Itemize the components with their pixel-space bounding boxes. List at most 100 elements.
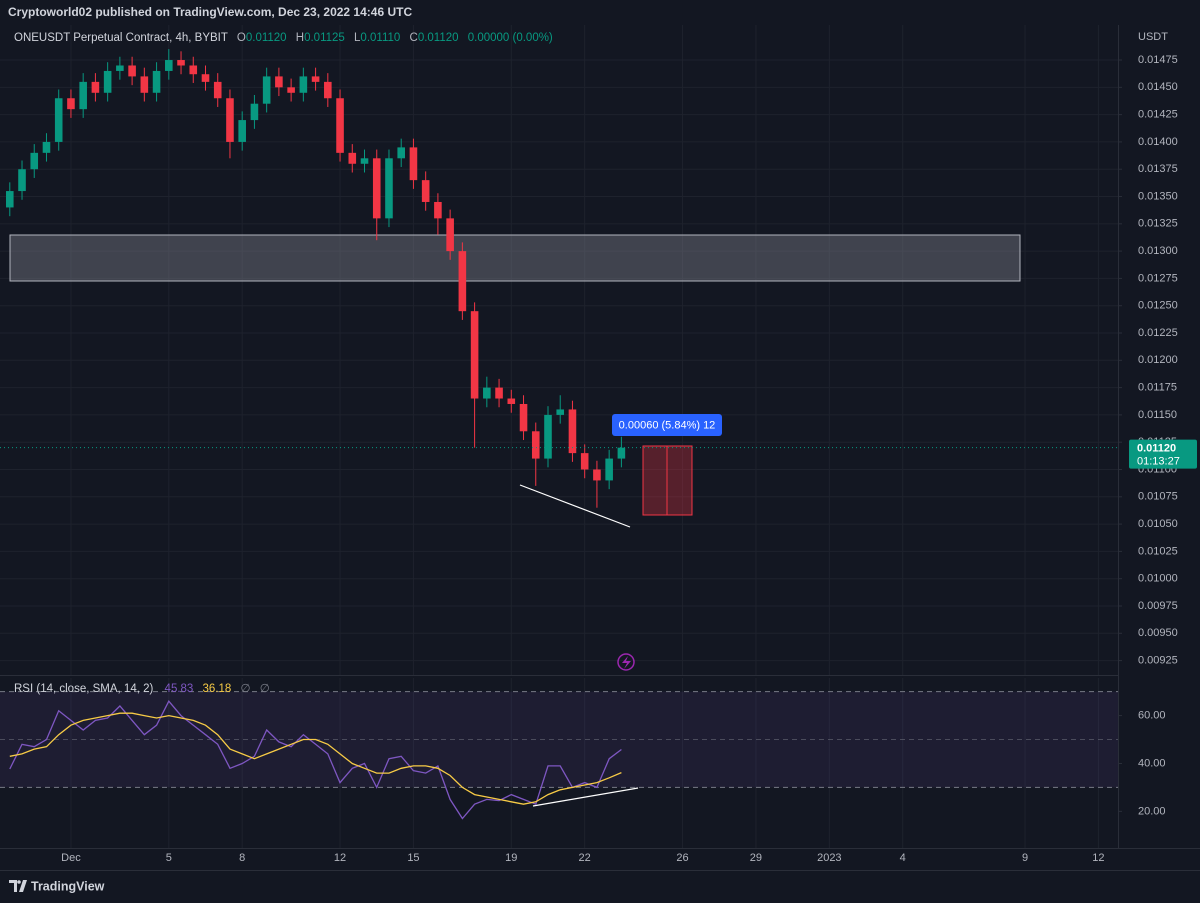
y-tick-label: 0.01200 bbox=[1138, 354, 1178, 366]
candle-body bbox=[519, 403, 528, 432]
y-tick-label: 0.01400 bbox=[1138, 136, 1178, 148]
last-price-label: 0.01120 bbox=[1137, 443, 1176, 455]
candle-body bbox=[617, 447, 626, 459]
candle-body bbox=[470, 311, 479, 399]
candle-body bbox=[201, 74, 210, 82]
x-tick-label: Dec bbox=[61, 852, 81, 864]
data-marks bbox=[0, 49, 1118, 820]
y-tick-label: 0.01225 bbox=[1138, 327, 1178, 339]
measure-label: 0.00060 (5.84%) 12 bbox=[612, 414, 722, 436]
quote-key: H bbox=[296, 32, 304, 44]
x-tick-label: 29 bbox=[750, 852, 762, 864]
candle-body bbox=[372, 158, 381, 219]
drawings bbox=[9, 234, 1021, 807]
lightning bbox=[622, 656, 631, 669]
series-line bbox=[9, 712, 622, 805]
candle-body bbox=[531, 431, 540, 459]
measure-label-text: 0.00060 (5.84%) 12 bbox=[619, 419, 716, 431]
rsi-readout: ∅ bbox=[241, 683, 251, 695]
candle-body bbox=[593, 469, 601, 481]
x-tick-label: 8 bbox=[239, 852, 245, 864]
candle-body bbox=[262, 76, 271, 104]
candle-body bbox=[91, 81, 100, 93]
candle-body bbox=[177, 60, 185, 66]
y-tick-label: 0.01150 bbox=[1138, 409, 1177, 421]
candle-body bbox=[385, 158, 393, 219]
candle-body bbox=[128, 65, 136, 77]
y-tick-label: 0.01275 bbox=[1138, 272, 1178, 284]
candle-body bbox=[67, 98, 75, 110]
candle-body bbox=[79, 81, 87, 110]
footer-brand: TradingView bbox=[31, 879, 105, 893]
candle-body bbox=[324, 81, 332, 99]
y-tick-label: 0.01350 bbox=[1138, 190, 1178, 202]
y-tick-label: 0.01175 bbox=[1138, 382, 1177, 394]
candle-body bbox=[580, 453, 589, 470]
candle-body bbox=[421, 180, 430, 202]
candle-body bbox=[287, 87, 295, 93]
candle-body bbox=[140, 76, 149, 93]
candle-body bbox=[275, 76, 283, 88]
candle-body bbox=[213, 81, 222, 99]
candle-body bbox=[165, 60, 173, 71]
symbol-title: ONEUSDT Perpetual Contract, 4h, BYBIT bbox=[14, 32, 228, 44]
candle-body bbox=[42, 141, 51, 153]
rsi-readout: ∅ bbox=[260, 683, 270, 695]
price-axis-unit: USDT bbox=[1138, 31, 1168, 43]
frame bbox=[0, 25, 1200, 871]
candle-body bbox=[299, 76, 308, 93]
trend-line bbox=[519, 484, 631, 528]
y-tick-label: 0.01450 bbox=[1138, 81, 1178, 93]
y-tick-label: 0.01325 bbox=[1138, 218, 1178, 230]
quote-key: L bbox=[354, 32, 361, 44]
x-tick-label: 12 bbox=[1092, 852, 1104, 864]
candle-body bbox=[507, 398, 516, 404]
x-tick-label: 12 bbox=[334, 852, 346, 864]
candle-body bbox=[5, 191, 14, 208]
quote-key: O bbox=[237, 32, 246, 44]
x-tick-label: 19 bbox=[505, 852, 517, 864]
rsi-title: RSI (14, close, SMA, 14, 2) bbox=[14, 683, 154, 695]
grid: 0.00925 0.00950 0.00975 0.01000 0.01025 0.010… bbox=[0, 25, 1178, 864]
footer: TradingView bbox=[9, 879, 105, 893]
x-tick-label: 15 bbox=[407, 852, 419, 864]
logo bbox=[9, 880, 27, 892]
y-tick-label: 0.01050 bbox=[1138, 518, 1178, 530]
x-tick-label: 22 bbox=[579, 852, 591, 864]
candle-body bbox=[544, 414, 552, 459]
candle-body bbox=[30, 152, 39, 170]
y-tick-label: 0.01425 bbox=[1138, 109, 1178, 121]
quote-value: 0.01120 bbox=[246, 32, 287, 44]
quote-key: C bbox=[410, 32, 418, 44]
rsi-readout: 45.83 bbox=[165, 683, 194, 695]
y-tick-label: 60.00 bbox=[1138, 709, 1166, 721]
last-price-box bbox=[1129, 439, 1197, 469]
logo-dot bbox=[17, 880, 21, 884]
measure-label-box bbox=[612, 414, 722, 436]
candle-body bbox=[348, 152, 357, 164]
quote-value: 0.01125 bbox=[304, 32, 345, 44]
header-text: Cryptoworld02 published on TradingView.c… bbox=[8, 5, 412, 19]
series-line bbox=[9, 700, 622, 820]
candle-body bbox=[458, 251, 467, 312]
candle-body bbox=[483, 387, 491, 399]
y-tick-label: 0.01375 bbox=[1138, 163, 1178, 175]
candle-body bbox=[434, 201, 442, 219]
y-tick-label: 20.00 bbox=[1138, 805, 1166, 817]
x-tick-label: 2023 bbox=[817, 852, 841, 864]
candle-body bbox=[189, 65, 198, 75]
price-legend: ONEUSDT Perpetual Contract, 4h, BYBIT O0… bbox=[14, 32, 553, 44]
candle-body bbox=[495, 387, 503, 399]
y-tick-label: 0.01075 bbox=[1138, 491, 1178, 503]
x-tick-label: 9 bbox=[1022, 852, 1028, 864]
y-tick-label: 0.00975 bbox=[1138, 600, 1178, 612]
candle-body bbox=[360, 158, 369, 164]
candle-body bbox=[568, 409, 577, 454]
candle-body bbox=[152, 70, 161, 93]
y-tick-label: 0.01475 bbox=[1138, 54, 1178, 66]
event-icon[interactable] bbox=[617, 653, 635, 671]
x-tick-label: 26 bbox=[676, 852, 688, 864]
